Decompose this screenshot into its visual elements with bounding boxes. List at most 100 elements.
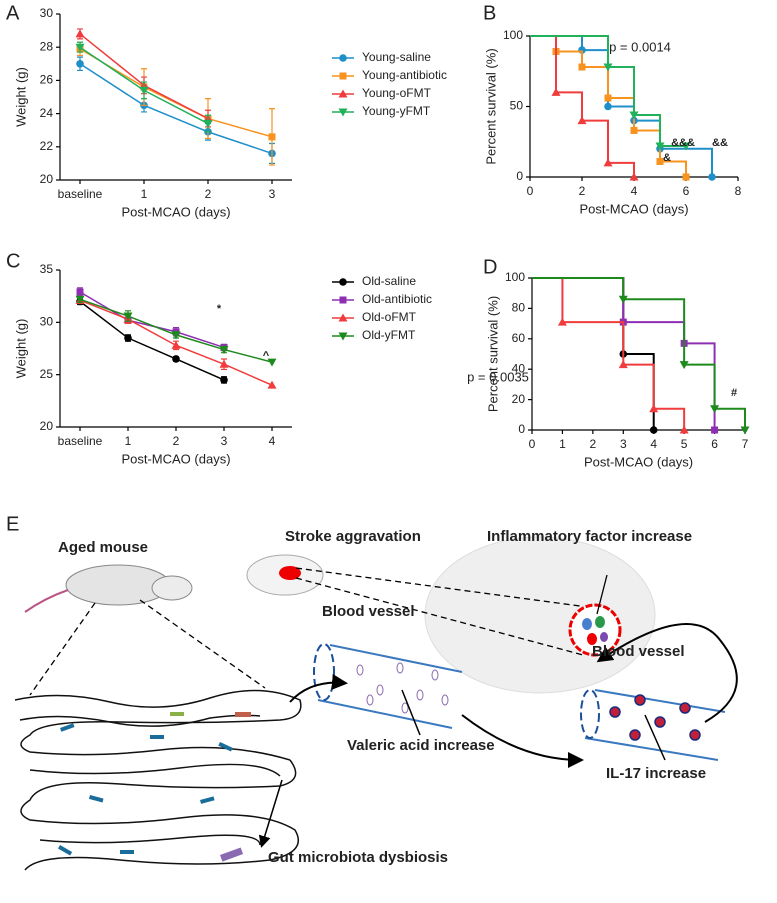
intestine xyxy=(14,689,302,871)
panel-letter: D xyxy=(483,256,497,278)
panel-letter: E xyxy=(6,513,19,535)
arrow xyxy=(461,714,584,768)
cell xyxy=(582,618,592,630)
marker xyxy=(681,142,691,151)
y-axis-label: Percent survival (%) xyxy=(483,48,498,164)
y-tick-label: 20 xyxy=(40,172,54,186)
y-tick-label: 0 xyxy=(518,422,525,436)
marker xyxy=(679,361,689,370)
marker xyxy=(629,172,639,181)
y-tick-label: 50 xyxy=(510,99,524,113)
marker xyxy=(139,86,149,95)
marker xyxy=(655,142,665,151)
y-tick-label: 25 xyxy=(40,367,54,381)
x-axis-label: Post-MCAO (days) xyxy=(121,451,230,466)
legend-marker xyxy=(339,296,347,304)
x-tick-label: 3 xyxy=(620,437,627,451)
arrow xyxy=(596,623,738,723)
marker xyxy=(268,133,276,141)
marker xyxy=(603,63,613,72)
marker xyxy=(711,426,719,434)
cell xyxy=(587,633,597,645)
x-tick-label: 0 xyxy=(529,437,536,451)
x-tick-label: 8 xyxy=(735,184,742,198)
survival-line xyxy=(530,35,686,147)
y-tick-label: 30 xyxy=(40,315,54,329)
x-tick-label: 6 xyxy=(683,184,690,198)
mouse-tail xyxy=(24,589,69,613)
x-tick-label: 7 xyxy=(742,437,749,451)
survival-line xyxy=(532,277,686,430)
marker xyxy=(76,288,84,296)
y-tick-label: 60 xyxy=(512,331,526,345)
x-tick-label: 2 xyxy=(579,184,586,198)
x-axis-label: Post-MCAO (days) xyxy=(584,454,693,469)
marker xyxy=(682,173,690,181)
annotation: ^ xyxy=(263,350,270,362)
marker xyxy=(124,334,132,342)
label: Valeric acid increase xyxy=(347,737,495,754)
legend-marker xyxy=(338,89,348,98)
x-tick-label: 3 xyxy=(269,187,276,201)
label: Inflammatory factor increase xyxy=(487,528,692,545)
diagram: E xyxy=(6,513,738,871)
marker xyxy=(76,60,84,68)
legend-label: Young-yFMT xyxy=(362,104,431,118)
marker xyxy=(679,425,689,434)
bacteria xyxy=(57,712,251,862)
y-tick-label: 100 xyxy=(505,270,525,284)
cell xyxy=(600,632,608,642)
legend-label: Young-oFMT xyxy=(362,86,432,100)
cell xyxy=(595,616,605,628)
marker xyxy=(171,331,181,340)
x-tick-label: 0 xyxy=(527,184,534,198)
label: IL-17 increase xyxy=(606,765,706,782)
line xyxy=(79,63,273,155)
x-axis-label: Post-MCAO (days) xyxy=(121,204,230,219)
marker xyxy=(267,358,277,367)
marker xyxy=(577,116,587,125)
legend-label: Old-saline xyxy=(362,274,416,288)
y-axis-label: Weight (g) xyxy=(13,67,28,127)
survival-line xyxy=(532,277,655,430)
annotation: p = 0.0035 xyxy=(467,369,529,384)
panel-letter: A xyxy=(6,2,20,24)
inflammation-cloud xyxy=(568,603,622,657)
x-tick-label: 1 xyxy=(125,434,132,448)
vessel xyxy=(580,689,726,761)
marker xyxy=(708,173,716,181)
legend-marker xyxy=(338,313,348,322)
marker xyxy=(578,63,586,71)
label: Blood vessel xyxy=(322,603,415,620)
marker xyxy=(629,111,639,120)
y-tick-label: 26 xyxy=(40,73,54,87)
y-tick-label: 30 xyxy=(40,6,54,20)
marker xyxy=(551,87,561,96)
y-tick-label: 0 xyxy=(516,169,523,183)
marker xyxy=(75,295,85,304)
y-tick-label: 20 xyxy=(512,392,526,406)
x-tick-label: 5 xyxy=(681,437,688,451)
dashed-link xyxy=(295,567,584,656)
x-tick-label: 2 xyxy=(173,434,180,448)
legend-marker xyxy=(339,54,347,62)
molecules xyxy=(356,662,449,714)
annotation: &&& xyxy=(671,137,695,149)
arrow xyxy=(289,673,348,703)
legend-label: Old-oFMT xyxy=(362,310,417,324)
survival-line xyxy=(530,35,713,177)
x-tick-label: 1 xyxy=(141,187,148,201)
marker xyxy=(172,355,180,363)
marker xyxy=(203,120,213,129)
marker xyxy=(557,317,567,326)
legend-marker xyxy=(338,108,348,117)
x-tick-label: baseline xyxy=(58,434,103,448)
label: Stroke aggravation xyxy=(285,528,421,545)
x-tick-label: 4 xyxy=(650,437,657,451)
stroke-site xyxy=(279,566,301,580)
legend-label: Young-saline xyxy=(362,50,431,64)
legend-marker xyxy=(339,278,347,286)
marker xyxy=(75,29,85,38)
x-tick-label: baseline xyxy=(58,187,103,201)
